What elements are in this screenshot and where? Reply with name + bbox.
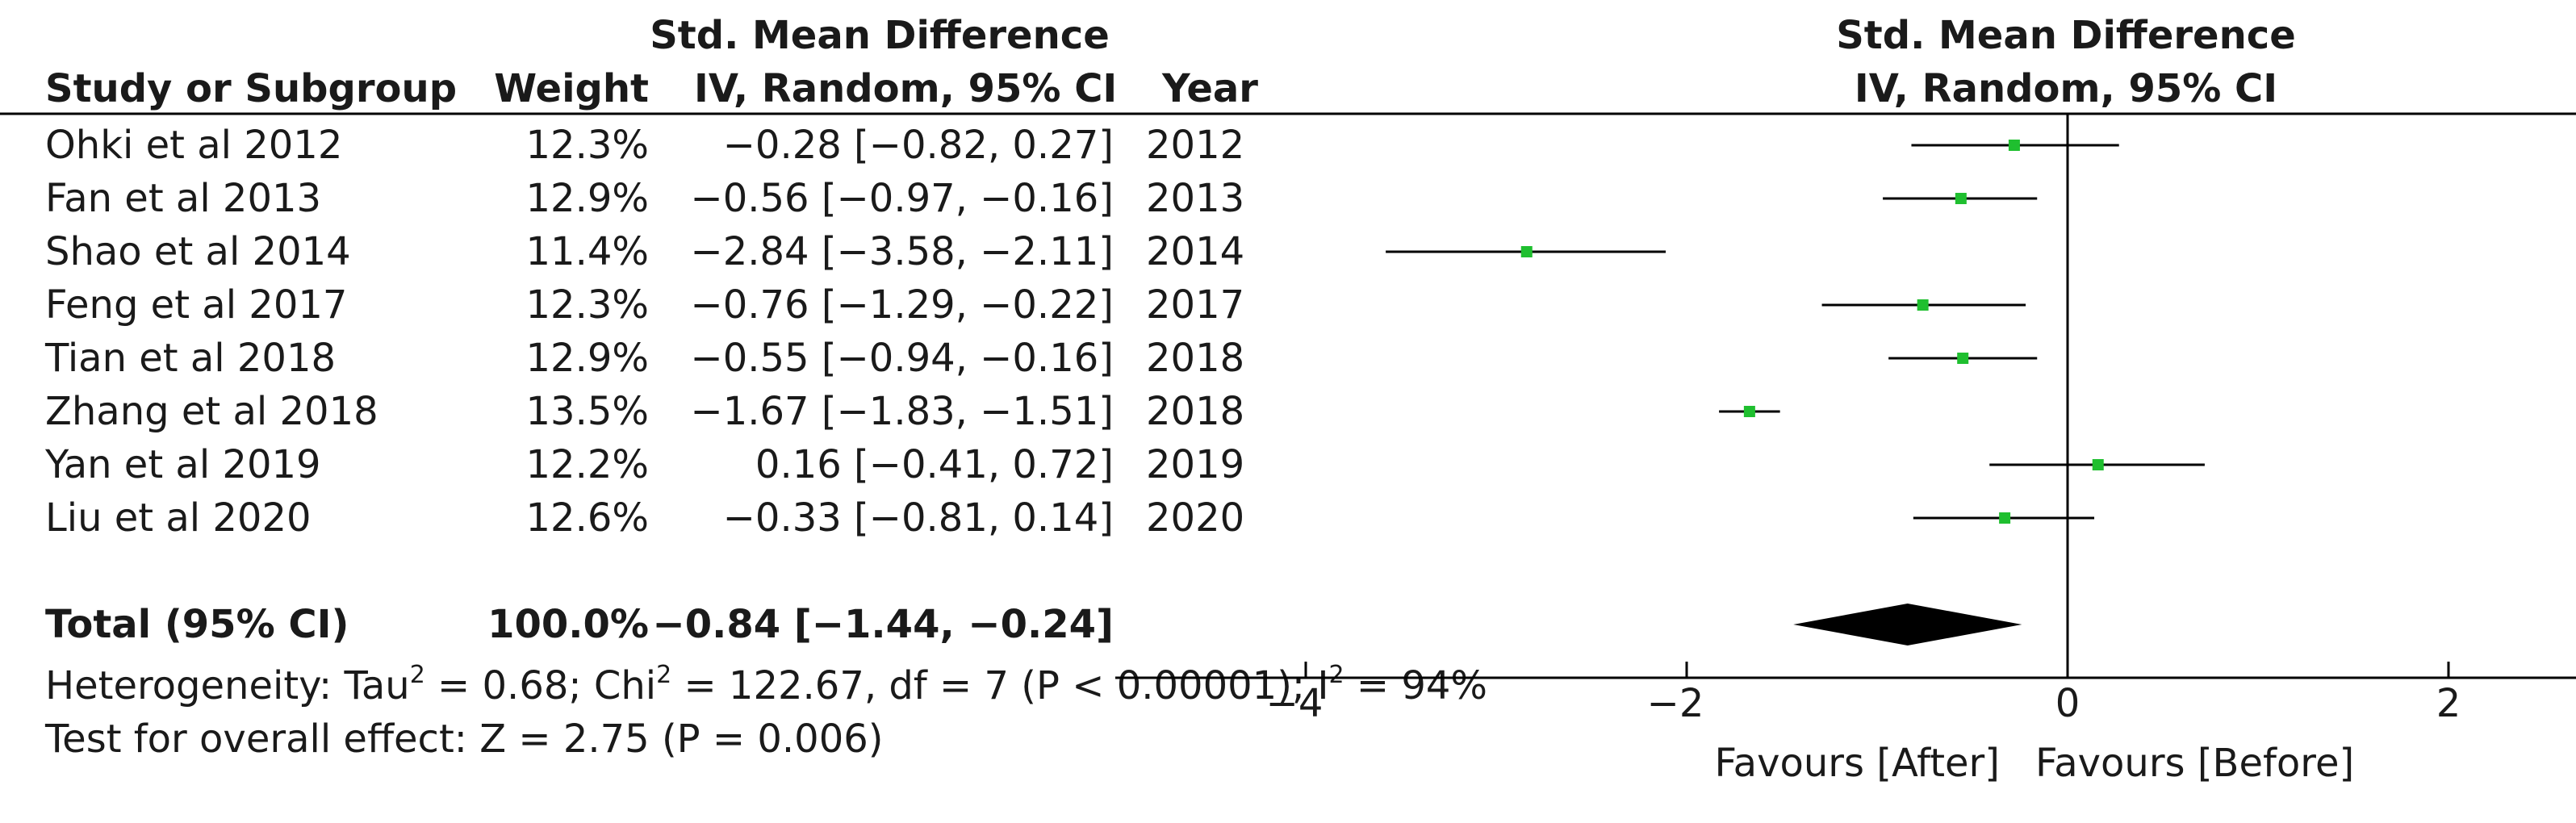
- smd-header-top: Std. Mean Difference: [650, 13, 1110, 58]
- study-weight: 12.3%: [525, 282, 649, 328]
- study-marker: [1955, 193, 1967, 204]
- study-marker: [1957, 353, 1969, 364]
- study-year: 2018: [1146, 336, 1245, 381]
- plot-header-method: IV, Random, 95% CI: [1854, 66, 2278, 111]
- study-weight: 12.6%: [525, 495, 649, 541]
- study-weight: 12.2%: [525, 442, 649, 487]
- study-weight: 11.4%: [525, 229, 649, 274]
- study-ci: −1.67 [−1.83, −1.51]: [690, 389, 1114, 434]
- study-year: 2018: [1146, 389, 1245, 434]
- study-weight: 12.9%: [525, 176, 649, 221]
- study-ci: −0.55 [−0.94, −0.16]: [690, 336, 1114, 381]
- study-weight: 12.3%: [525, 123, 649, 168]
- year-column-header: Year: [1162, 66, 1258, 111]
- total-ci: −0.84 [−1.44, −0.24]: [652, 602, 1114, 647]
- study-name: Yan et al 2019: [45, 442, 321, 487]
- x-axis-tick-label: −4: [1266, 681, 1324, 726]
- study-year: 2019: [1146, 442, 1245, 487]
- study-marker: [1743, 406, 1755, 417]
- study-ci: −0.33 [−0.81, 0.14]: [722, 495, 1114, 541]
- favours-left-label: Favours [After]: [1714, 741, 2000, 786]
- ci-column-header: IV, Random, 95% CI: [694, 66, 1118, 111]
- x-axis-tick-label: −2: [1647, 681, 1704, 726]
- study-ci: −2.84 [−3.58, −2.11]: [690, 229, 1114, 274]
- study-name: Tian et al 2018: [45, 336, 337, 381]
- study-marker: [2092, 459, 2104, 470]
- study-year: 2012: [1146, 123, 1245, 168]
- study-name: Ohki et al 2012: [45, 123, 343, 168]
- total-label: Total (95% CI): [45, 602, 349, 647]
- study-year: 2017: [1146, 282, 1245, 328]
- study-year: 2020: [1146, 495, 1245, 541]
- study-ci: −0.56 [−0.97, −0.16]: [690, 176, 1114, 221]
- pooled-diamond: [1793, 604, 2022, 645]
- overall-effect-text: Test for overall effect: Z = 2.75 (P = 0…: [45, 716, 884, 762]
- study-weight: 12.9%: [525, 336, 649, 381]
- study-marker: [2008, 140, 2020, 151]
- weight-column-header: Weight: [494, 66, 649, 111]
- favours-right-label: Favours [Before]: [2035, 741, 2355, 786]
- study-ci: 0.16 [−0.41, 0.72]: [755, 442, 1114, 487]
- study-year: 2013: [1146, 176, 1245, 221]
- study-marker: [1999, 512, 2011, 524]
- x-axis-tick-label: 0: [2055, 681, 2080, 726]
- total-weight: 100.0%: [487, 602, 649, 647]
- study-ci: −0.28 [−0.82, 0.27]: [722, 123, 1114, 168]
- study-name: Feng et al 2017: [45, 282, 348, 328]
- study-weight: 13.5%: [525, 389, 649, 434]
- study-marker: [1520, 246, 1533, 257]
- study-ci: −0.76 [−1.29, −0.22]: [690, 282, 1114, 328]
- plot-header-top: Std. Mean Difference: [1836, 13, 2296, 58]
- study-marker: [1917, 299, 1929, 311]
- study-column-header: Study or Subgroup: [45, 66, 458, 111]
- heterogeneity-text: Heterogeneity: Tau2 = 0.68; Chi2 = 122.6…: [45, 661, 1488, 708]
- study-name: Shao et al 2014: [45, 229, 351, 274]
- study-name: Zhang et al 2018: [45, 389, 378, 434]
- x-axis-tick-label: 2: [2436, 681, 2461, 726]
- study-name: Fan et al 2013: [45, 176, 322, 221]
- study-year: 2014: [1146, 229, 1245, 274]
- study-name: Liu et al 2020: [45, 495, 312, 541]
